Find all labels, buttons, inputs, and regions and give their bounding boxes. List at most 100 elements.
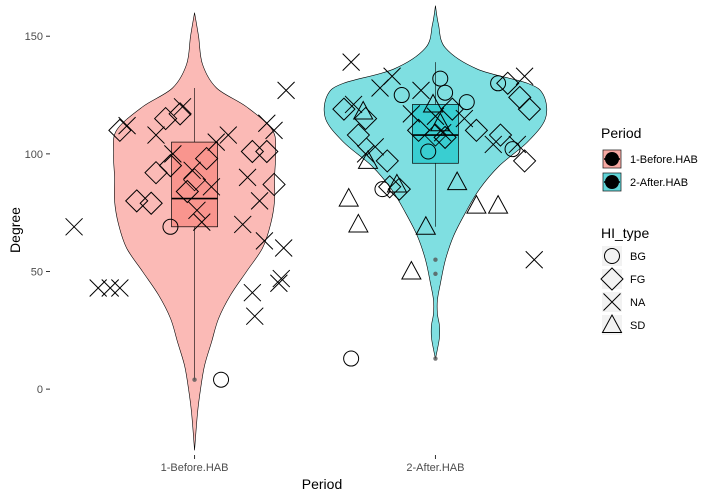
data-point-na [265,121,283,140]
legend-hi-type-label: BG [630,251,646,263]
data-point-fg [512,149,537,173]
data-point-na [412,81,430,100]
data-point-na [89,279,108,297]
legend-hi-type-title: HI_type [601,225,649,241]
legend-hi-type-entries: BG FG NA SD [600,246,646,335]
legend-period-title: Period [601,125,641,141]
data-point-sd [415,215,437,235]
data-point-fg [377,175,402,199]
legend-shape-fg [600,267,624,291]
data-point-na [525,250,544,269]
y-axis: 0 50 100 150 [25,31,50,396]
data-point-sd [352,100,374,120]
data-point-na [192,213,211,231]
data-point-na [238,168,257,187]
data-point-na [118,116,136,135]
x-tick-label: 2-After.HAB [406,462,464,474]
data-point-na [426,107,445,126]
data-point-fg [194,146,219,171]
data-point-fg [158,153,183,178]
box-2-outlier-3 [433,257,438,262]
data-point-na [101,279,120,297]
data-point-fg [353,106,378,131]
data-point-na [243,283,262,302]
data-point-fg [175,179,200,204]
legend-key-bg [602,315,622,335]
box-1 [171,141,218,228]
x-axis-title: Period [302,476,342,492]
data-point-fg [517,97,542,121]
y-tick-label: 150 [25,31,43,43]
legend-period: Period 1-Before.HAB 2-After.HAB [601,125,698,192]
data-point-na [402,105,421,123]
data-point-na [250,192,269,210]
data-point-fg [153,106,178,131]
data-point-bg [458,94,475,111]
data-point-na [207,133,226,151]
box-1-outlier-1 [192,377,197,382]
data-point-bg [343,350,360,367]
data-point-sd [401,260,422,280]
legend-hi-type-label: NA [630,297,646,309]
data-point-sd [466,194,487,214]
y-tick-label: 50 [31,266,43,278]
data-point-bg [374,181,391,198]
data-point-bg [432,70,449,87]
legend-period-label: 1-Before.HAB [630,154,698,166]
mean-marker-1 [182,168,207,192]
data-point-na [342,53,360,71]
data-point-na [455,109,474,128]
data-point-bg [437,84,454,101]
data-point-fg [125,189,149,213]
data-point-fg [139,191,163,215]
data-point-na [147,126,165,144]
box-2-outlier-1 [433,356,438,361]
y-axis-title: Degree [7,207,23,253]
data-point-fg [108,118,132,143]
legend-shape-na [603,293,621,311]
data-point-na [233,215,252,234]
data-point-na [508,135,527,154]
data-point-na [383,67,401,86]
data-points [65,53,544,388]
data-point-sd [386,173,408,193]
data-point-sd [422,93,444,113]
data-point-na [183,161,201,180]
x-axis: 1-Before.HAB 2-After.HAB [161,455,464,474]
box-2-outlier-2 [433,271,438,277]
data-point-na [366,137,385,156]
data-point-na [65,217,83,236]
legend-hi-type-label: SD [630,320,645,332]
legend-period-label: 2-After.HAB [630,177,688,189]
data-point-fg [375,149,399,173]
data-point-sd [429,112,451,132]
data-point-na [515,67,534,86]
legend-shape-bg [604,248,620,264]
data-point-fg [168,102,192,126]
data-point-fg [488,123,513,147]
legend-hi-type-label: FG [630,274,645,286]
data-point-fg [496,71,520,95]
data-point-na [277,81,295,100]
y-tick-label: 100 [25,149,43,161]
data-point-na [255,232,274,250]
data-point-na [433,123,452,142]
data-point-fg [332,97,356,121]
data-point-fg [406,118,431,143]
data-point-bg [162,218,179,235]
data-point-sd [338,187,360,207]
data-point-na [188,201,206,220]
data-point-bg [393,87,410,104]
data-point-na [202,177,221,196]
data-point-na [219,126,238,144]
legend-shape-sd [601,313,623,333]
data-point-na [484,135,503,154]
data-point-na [111,279,129,297]
x-tick-label: 1-Before.HAB [161,462,229,474]
data-point-fg [440,97,465,121]
data-point-sd [446,171,468,191]
data-point-fg [255,139,279,164]
data-point-na [164,145,182,163]
data-point-na [356,145,375,163]
